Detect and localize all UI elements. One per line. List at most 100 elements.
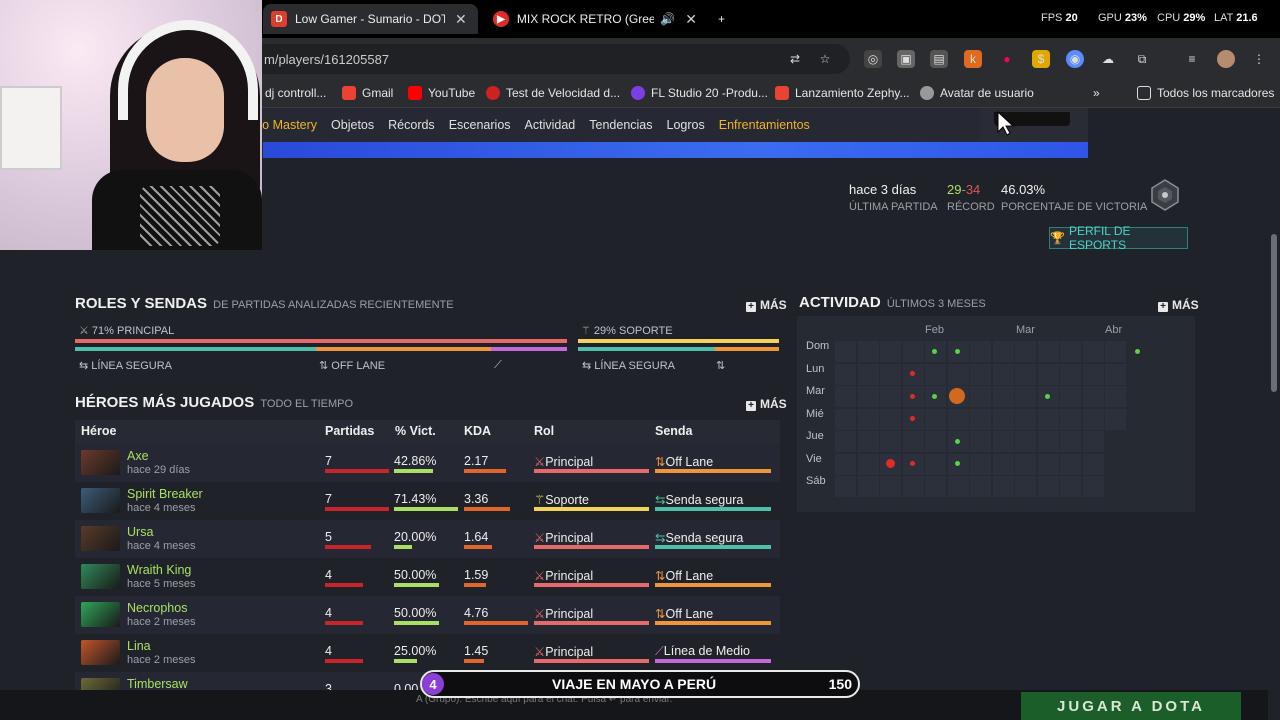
col-lane[interactable]: Senda [655, 424, 693, 438]
activity-more-button[interactable]: MÁS [1158, 298, 1199, 312]
tab-escenarios[interactable]: Escenarios [448, 118, 511, 132]
activity-day-cell[interactable] [1015, 431, 1036, 452]
col-kda[interactable]: KDA [464, 424, 492, 438]
activity-day-cell[interactable] [1082, 476, 1104, 497]
tab-actividad[interactable]: Actividad [524, 118, 576, 132]
activity-day-cell[interactable] [925, 408, 946, 430]
activity-day-cell[interactable] [1015, 386, 1036, 407]
tab-youtube-music[interactable]: ▶ MIX ROCK RETRO (Green D 🔊 ✕ [485, 4, 705, 34]
activity-day-cell[interactable] [835, 363, 856, 385]
activity-match-dot[interactable] [954, 460, 960, 466]
activity-day-cell[interactable] [992, 363, 1014, 385]
activity-match-dot[interactable] [1044, 393, 1050, 399]
activity-day-cell[interactable] [1082, 386, 1104, 407]
puzzle-icon[interactable]: ⧉ [1137, 51, 1147, 66]
speaker-icon[interactable]: 🔊 [660, 12, 676, 26]
extension-icon[interactable]: $ [1032, 50, 1050, 68]
activity-day-cell[interactable] [1015, 453, 1036, 475]
activity-match-dot[interactable] [909, 460, 915, 466]
activity-day-cell[interactable] [857, 408, 879, 430]
col-matches[interactable]: Partidas [325, 424, 375, 438]
activity-match-dot[interactable] [954, 438, 960, 444]
activity-day-cell[interactable] [835, 476, 856, 497]
activity-day-cell[interactable] [925, 453, 946, 475]
close-icon[interactable]: ✕ [685, 10, 697, 27]
banner-ad[interactable] [980, 108, 1088, 142]
extension-icon[interactable]: ☁ [1102, 52, 1114, 66]
hero-name[interactable]: Spirit Breaker [127, 487, 203, 501]
activity-day-cell[interactable] [835, 408, 856, 430]
hero-name[interactable]: Axe [127, 449, 149, 463]
activity-day-cell[interactable] [970, 431, 991, 452]
activity-day-cell[interactable] [1082, 431, 1104, 452]
activity-day-cell[interactable] [925, 363, 946, 385]
activity-day-cell[interactable] [925, 476, 946, 497]
activity-match-dot[interactable] [949, 388, 965, 404]
roles-more-button[interactable]: MÁS [746, 298, 787, 312]
activity-day-cell[interactable] [880, 431, 901, 452]
activity-day-cell[interactable] [947, 476, 969, 497]
table-row[interactable]: Ursa hace 4 meses 5 20.00% 1.64 ⚔Principal ⇆Se… [75, 520, 780, 558]
activity-match-dot[interactable] [954, 348, 960, 354]
tab-logros[interactable]: Logros [666, 118, 705, 132]
activity-day-cell[interactable] [970, 386, 991, 407]
activity-day-cell[interactable] [880, 476, 901, 497]
activity-day-cell[interactable] [1060, 431, 1081, 452]
scrollbar[interactable] [1268, 108, 1280, 720]
activity-day-cell[interactable] [857, 341, 879, 362]
activity-day-cell[interactable] [1037, 363, 1059, 385]
hero-name[interactable]: Lina [127, 639, 151, 653]
activity-day-cell[interactable] [1015, 408, 1036, 430]
bookmark-item[interactable]: FL Studio 20 -Produ... [631, 86, 768, 100]
table-row[interactable]: Spirit Breaker hace 4 meses 7 71.43% 3.36 ⚚So… [75, 482, 780, 520]
bookmarks-more-button[interactable]: » [1093, 86, 1100, 100]
activity-day-cell[interactable] [1105, 341, 1126, 362]
play-dota-button[interactable]: JUGAR A DOTA [1021, 692, 1241, 720]
col-role[interactable]: Rol [534, 424, 555, 438]
activity-day-cell[interactable] [857, 386, 879, 407]
tab-dotabuff[interactable]: D Low Gamer - Sumario - DOTABUFF ✕ [263, 4, 478, 34]
extension-icon[interactable]: k [964, 50, 982, 68]
esports-profile-button[interactable]: 🏆 PERFIL DE ESPORTS [1049, 224, 1188, 252]
media-icon[interactable]: ≡ [1188, 52, 1196, 66]
tab-tendencias[interactable]: Tendencias [589, 118, 653, 132]
extension-icon[interactable]: ▣ [897, 50, 915, 68]
activity-day-cell[interactable] [902, 341, 924, 362]
activity-match-dot[interactable] [931, 348, 937, 354]
bookmark-item[interactable]: dj controll... [265, 86, 327, 100]
tab-hero-mastery[interactable]: ro Mastery [258, 118, 318, 132]
activity-day-cell[interactable] [1082, 408, 1104, 430]
activity-day-cell[interactable] [1037, 476, 1059, 497]
hero-portrait[interactable] [81, 640, 120, 665]
activity-day-cell[interactable] [857, 476, 879, 497]
activity-match-dot[interactable] [1134, 348, 1140, 354]
hero-name[interactable]: Ursa [127, 525, 154, 539]
hero-portrait[interactable] [81, 564, 120, 589]
activity-day-cell[interactable] [992, 408, 1014, 430]
profile-avatar[interactable] [1217, 50, 1235, 68]
activity-day-cell[interactable] [1082, 341, 1104, 362]
tab-objetos[interactable]: Objetos [331, 118, 375, 132]
activity-day-cell[interactable] [1082, 453, 1104, 475]
extension-icon[interactable]: ▤ [930, 50, 948, 68]
bookmark-item[interactable]: YouTube [408, 86, 475, 100]
star-icon[interactable]: ☆ [819, 52, 831, 66]
activity-day-cell[interactable] [1060, 341, 1081, 362]
activity-day-cell[interactable] [1105, 408, 1126, 430]
activity-day-cell[interactable] [1037, 408, 1059, 430]
bookmark-item[interactable]: Avatar de usuario [920, 86, 1034, 100]
activity-day-cell[interactable] [925, 431, 946, 452]
activity-day-cell[interactable] [835, 341, 856, 362]
activity-day-cell[interactable] [992, 431, 1014, 452]
activity-day-cell[interactable] [1060, 386, 1081, 407]
activity-day-cell[interactable] [1037, 453, 1059, 475]
translate-icon[interactable]: ⇄ [789, 52, 801, 66]
activity-day-cell[interactable] [1105, 363, 1126, 385]
activity-day-cell[interactable] [992, 341, 1014, 362]
activity-day-cell[interactable] [1105, 386, 1126, 407]
activity-day-cell[interactable] [880, 363, 901, 385]
activity-day-cell[interactable] [970, 476, 991, 497]
hero-portrait[interactable] [81, 488, 120, 513]
heroes-more-button[interactable]: MÁS [746, 397, 787, 411]
activity-day-cell[interactable] [880, 341, 901, 362]
